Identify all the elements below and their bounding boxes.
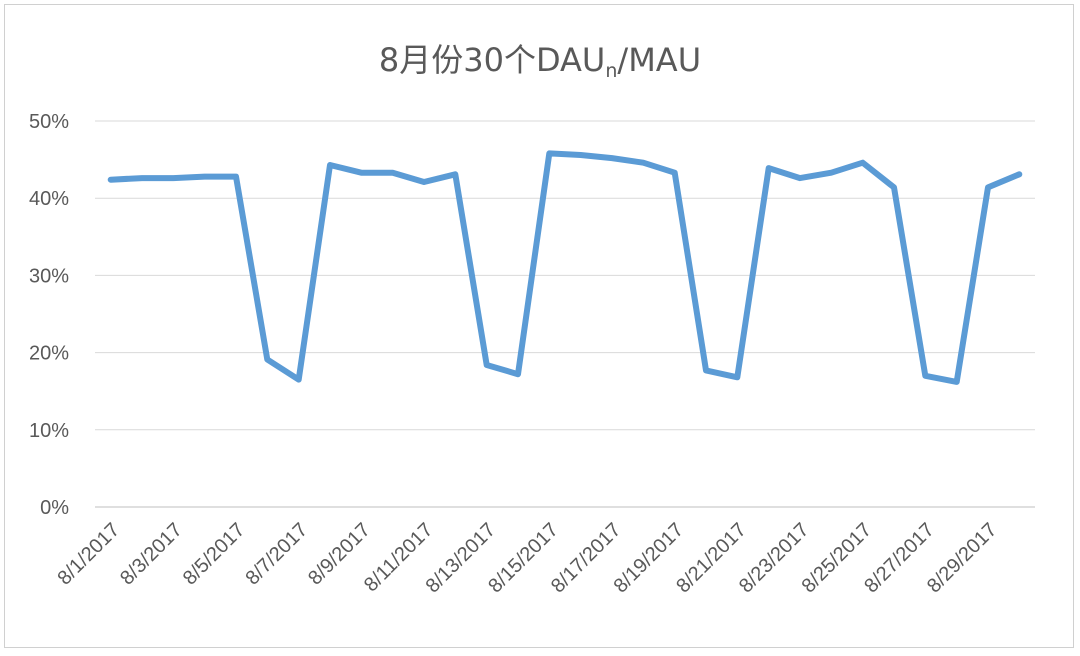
y-tick-label: 10%	[29, 420, 69, 442]
x-tick-label: 8/3/2017	[116, 519, 187, 590]
x-axis-ticks: 8/1/20178/3/20178/5/20178/7/20178/9/2017…	[53, 519, 1001, 597]
chart-title-subscript: n	[605, 60, 617, 82]
x-tick-label: 8/5/2017	[179, 519, 250, 590]
y-tick-label: 30%	[29, 265, 69, 287]
series-line	[107, 150, 1023, 385]
y-tick-label: 0%	[40, 497, 69, 519]
chart-frame: 8月份30个DAUn/MAU 0% 10% 20% 30% 40% 50% 8/1/201…	[4, 4, 1074, 648]
chart-title-main: 8月份30个DAU	[379, 41, 605, 79]
y-tick-label: 50%	[29, 111, 69, 133]
line-chart: 8月份30个DAUn/MAU 0% 10% 20% 30% 40% 50% 8/1/201…	[29, 41, 1035, 597]
chart-title-suffix: /MAU	[617, 41, 701, 79]
x-tick-label: 8/7/2017	[241, 519, 312, 590]
x-tick-label: 8/1/2017	[53, 519, 124, 590]
y-tick-label: 40%	[29, 188, 69, 210]
series-layer	[107, 150, 1023, 385]
y-axis-ticks: 0% 10% 20% 30% 40% 50%	[29, 111, 69, 519]
chart-title: 8月份30个DAUn/MAU	[379, 41, 701, 82]
y-tick-label: 20%	[29, 343, 69, 365]
